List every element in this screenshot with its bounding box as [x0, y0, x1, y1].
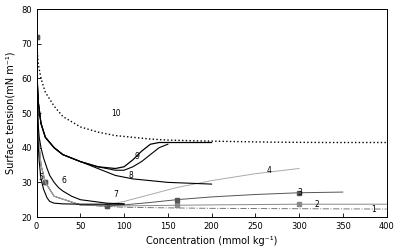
Text: 6: 6	[61, 176, 66, 185]
Text: 9: 9	[134, 152, 140, 161]
Text: 10: 10	[111, 109, 120, 117]
Text: 2: 2	[315, 200, 320, 209]
Text: 3: 3	[297, 188, 302, 197]
Text: 5: 5	[38, 173, 43, 182]
X-axis label: Concentration (mmol kg⁻¹): Concentration (mmol kg⁻¹)	[146, 236, 277, 246]
Text: 8: 8	[128, 171, 133, 180]
Text: 7: 7	[114, 190, 118, 199]
Text: 4: 4	[267, 166, 272, 175]
Text: 1: 1	[371, 205, 376, 213]
Y-axis label: Surface tension(mN m⁻¹): Surface tension(mN m⁻¹)	[6, 52, 16, 174]
